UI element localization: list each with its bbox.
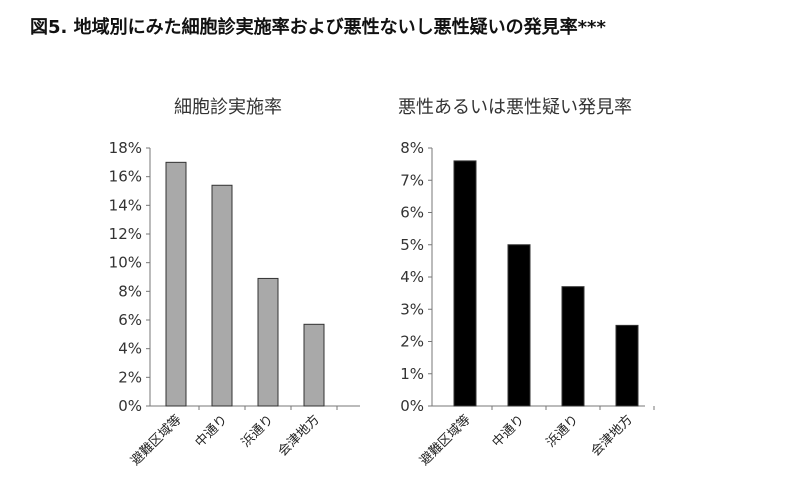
category-label: 中通り (193, 412, 231, 450)
y-tick-label: 10% (109, 254, 142, 272)
category-label: 中通り (490, 412, 528, 450)
y-tick-label: 0% (400, 397, 424, 415)
category-label: 会津地方 (588, 412, 636, 460)
y-tick-label: 16% (109, 168, 142, 186)
y-tick-label: 0% (118, 397, 142, 415)
y-tick-label: 4% (118, 340, 142, 358)
chart-title: 細胞診実施率 (174, 97, 282, 118)
y-tick-label: 14% (109, 196, 142, 214)
category-label: 避難区域等 (128, 412, 185, 469)
y-tick-label: 18% (109, 139, 142, 157)
bar (165, 161, 187, 407)
y-tick-label: 6% (400, 204, 424, 222)
bar (507, 244, 531, 407)
figure-title: 図5. 地域別にみた細胞診実施率および悪性ないし悪性疑いの発見率*** (30, 17, 606, 38)
category-label: 浜通り (544, 412, 582, 450)
y-tick-label: 12% (109, 225, 142, 243)
bar (303, 323, 325, 407)
y-tick-label: 2% (400, 333, 424, 351)
y-tick-label: 4% (400, 268, 424, 286)
category-label: 会津地方 (275, 412, 323, 460)
chart-detection-rate: 悪性あるいは悪性疑い発見率 0% 1% 2% 3% 4% 5% 6% 7% 8% 避難区域等 中通り… (398, 97, 655, 469)
bar (257, 277, 279, 407)
chart-cytology-rate: 細胞診実施率 0% 2% 4% 6% 8% 10% 12% 14% 16% 18% 避難区域等 中通り… (109, 97, 360, 469)
y-tick-label: 8% (400, 139, 424, 157)
y-tick-label: 3% (400, 300, 424, 318)
y-tick-label: 5% (400, 236, 424, 254)
y-tick-label: 1% (400, 365, 424, 383)
bar (211, 184, 233, 407)
bar (453, 160, 477, 407)
bar (561, 286, 585, 407)
bar (615, 324, 639, 407)
y-tick-label: 8% (118, 282, 142, 300)
chart-title: 悪性あるいは悪性疑い発見率 (398, 97, 632, 118)
category-label: 浜通り (239, 412, 277, 450)
y-tick-label: 2% (118, 368, 142, 386)
category-label: 避難区域等 (417, 412, 474, 469)
y-tick-label: 6% (118, 311, 142, 329)
y-tick-label: 7% (400, 171, 424, 189)
